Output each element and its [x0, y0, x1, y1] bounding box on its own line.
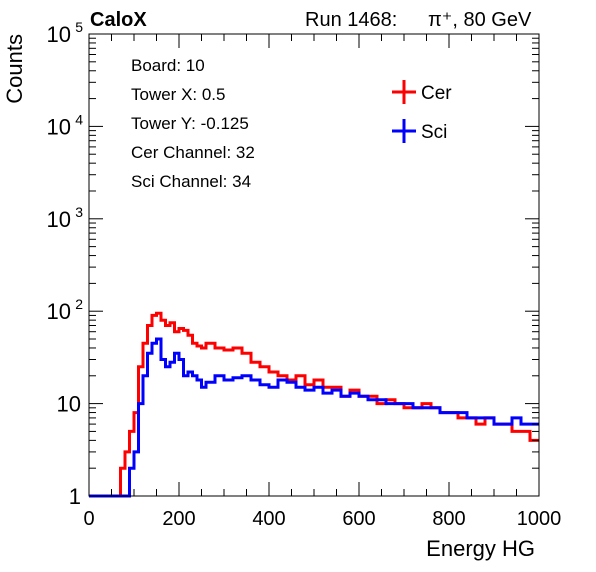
- brand-label: CaloX: [90, 9, 147, 31]
- series-sci-line: [89, 337, 539, 498]
- info-sci-channel: Sci Channel: 34: [131, 172, 251, 191]
- info-board: Board: 10: [131, 56, 205, 75]
- legend: Cer Sci: [392, 80, 452, 143]
- particle-label: π⁺, 80 GeV: [428, 9, 532, 31]
- info-panel: Board: 10 Tower X: 0.5 Tower Y: -0.125 C…: [131, 56, 255, 191]
- y-axis-label: Counts: [2, 34, 27, 104]
- y-tick-label: 1: [69, 484, 81, 509]
- x-tick-label: 200: [162, 508, 195, 530]
- y-tick-exponent: 5: [75, 19, 83, 35]
- run-label: Run 1468:: [305, 9, 397, 31]
- y-tick-label: 10: [57, 392, 81, 417]
- y-tick-label: 10: [47, 299, 71, 324]
- legend-cer-label: Cer: [421, 83, 452, 104]
- y-tick-exponent: 4: [75, 111, 83, 127]
- info-cer-channel: Cer Channel: 32: [131, 143, 255, 162]
- legend-sci-label: Sci: [421, 122, 447, 143]
- y-tick-exponent: 3: [75, 204, 83, 220]
- y-tick-exponent: 2: [75, 296, 83, 312]
- x-tick-label: 1000: [517, 508, 562, 530]
- x-tick-label: 400: [252, 508, 285, 530]
- x-tick-label: 600: [342, 508, 375, 530]
- x-tick-label: 0: [83, 508, 94, 530]
- info-tower-x: Tower X: 0.5: [131, 85, 226, 104]
- x-tick-label: 800: [432, 508, 465, 530]
- y-tick-label: 10: [47, 207, 71, 232]
- y-tick-label: 10: [47, 114, 71, 139]
- x-axis-label: Energy HG: [426, 536, 535, 561]
- y-tick-label: 10: [47, 22, 71, 47]
- info-tower-y: Tower Y: -0.125: [131, 114, 249, 133]
